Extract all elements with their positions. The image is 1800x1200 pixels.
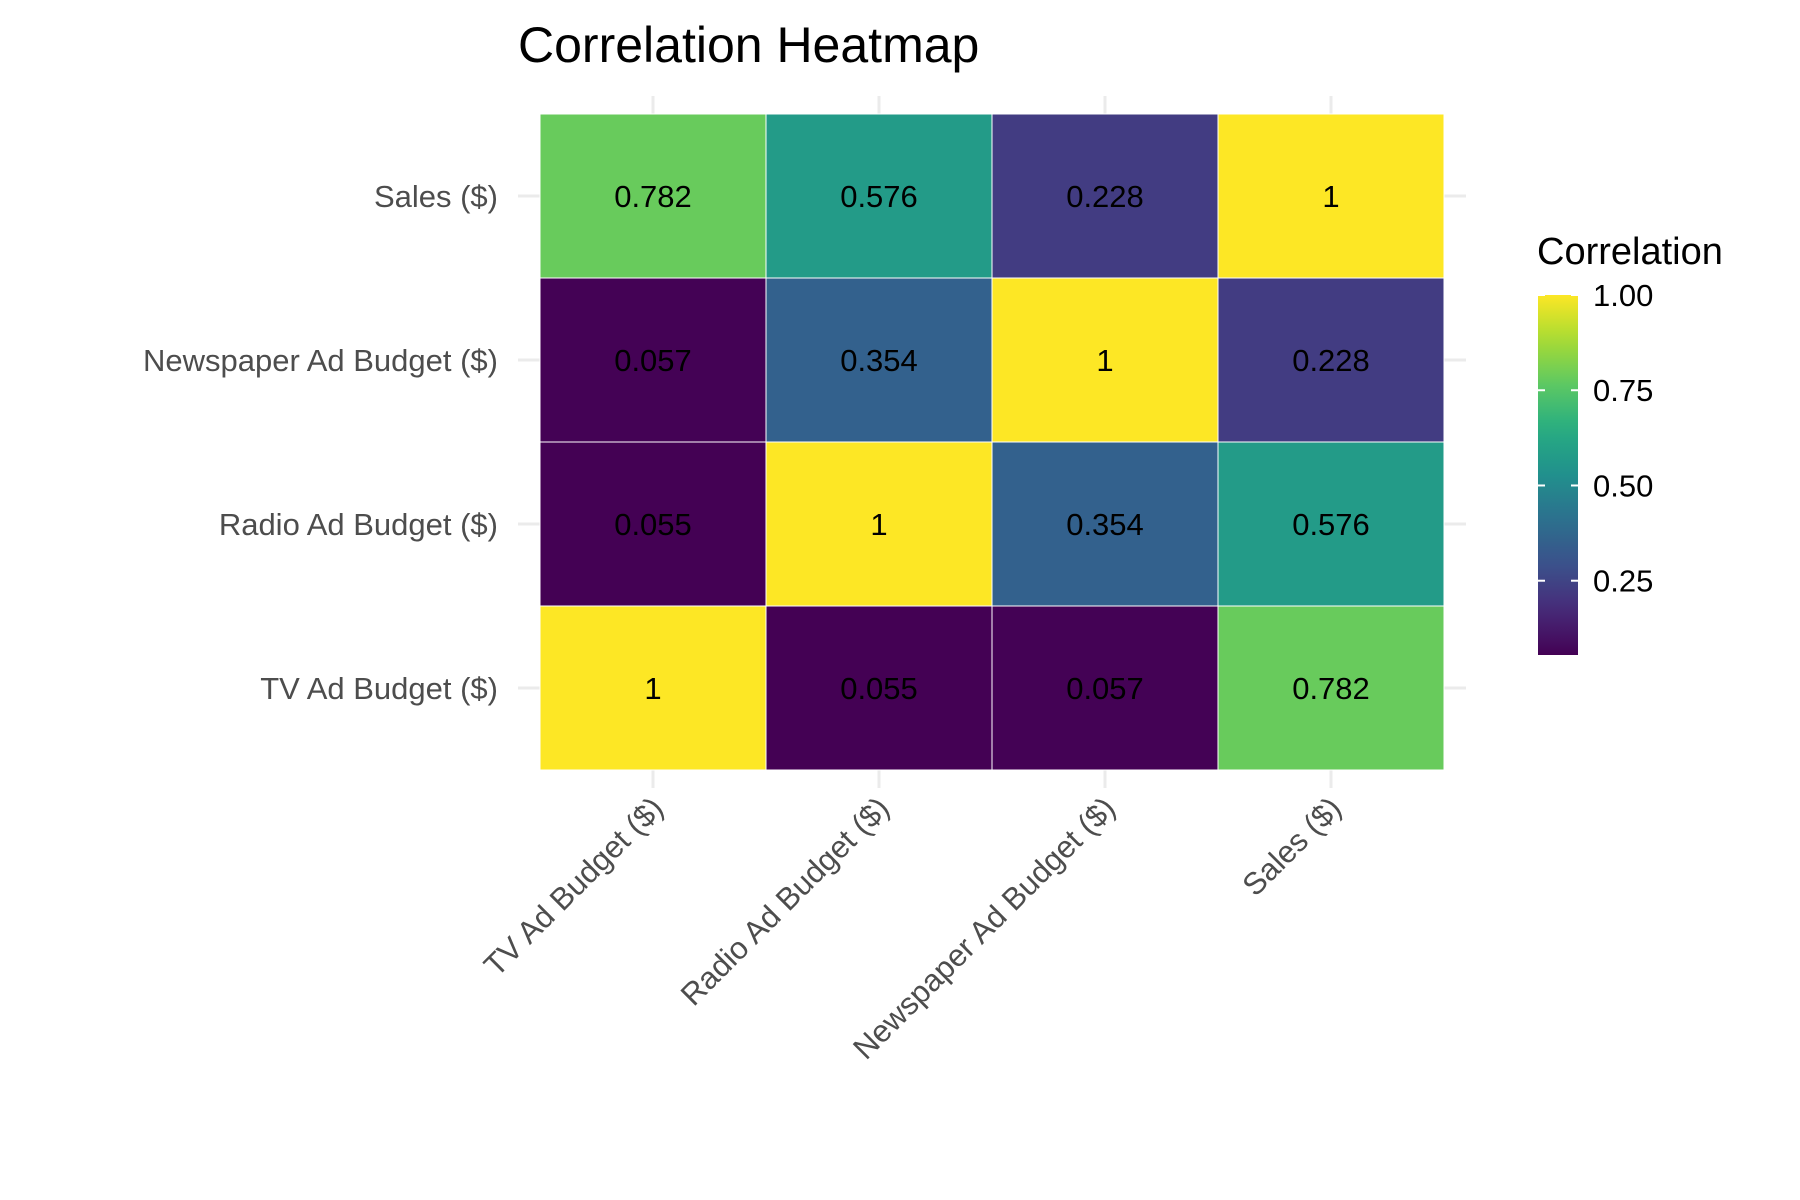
legend-tick-label: 0.75 [1593, 373, 1653, 408]
cell-value-label: 0.057 [614, 343, 692, 378]
legend-tick-label: 0.25 [1593, 564, 1653, 599]
y-axis-tick-labels: TV Ad Budget ($) Radio Ad Budget ($) Newsp… [143, 179, 498, 706]
cell-value-labels: 1 0.055 0.057 0.782 0.055 1 0.354 0.576 0.057 0.3… [614, 179, 1370, 706]
y-tick-label: Newspaper Ad Budget ($) [143, 343, 498, 378]
heatmap-cells [539, 113, 1445, 771]
cell-value-label: 1 [1096, 343, 1113, 378]
heatmap-cell [765, 605, 993, 771]
cell-value-label: 0.228 [1292, 343, 1370, 378]
heatmap-cell [539, 113, 767, 279]
cell-value-label: 1 [644, 671, 661, 706]
heatmap-cell [539, 605, 767, 771]
y-tick-label: Sales ($) [374, 179, 498, 214]
heatmap-cell [1217, 113, 1445, 279]
x-tick-label: Radio Ad Budget ($) [674, 790, 896, 1012]
x-tick-label: Newspaper Ad Budget ($) [846, 790, 1122, 1066]
y-tick-label: Radio Ad Budget ($) [219, 507, 498, 542]
x-tick-label: Sales ($) [1235, 790, 1347, 902]
x-axis-tick-labels: TV Ad Budget ($) Radio Ad Budget ($)Newsp… [477, 790, 1348, 1066]
cell-value-label: 0.576 [840, 179, 918, 214]
legend-color-bar [1538, 295, 1578, 655]
heatmap-cell [991, 113, 1219, 279]
cell-value-label: 0.576 [1292, 507, 1370, 542]
heatmap-cell [765, 441, 993, 607]
cell-value-label: 0.782 [1292, 671, 1370, 706]
legend-title: Correlation [1537, 231, 1723, 273]
cell-value-label: 1 [870, 507, 887, 542]
chart-title: Correlation Heatmap [518, 17, 979, 73]
cell-value-label: 0.354 [840, 343, 918, 378]
color-legend: Correlation 0.25 0.50 0.75 1.00 [1537, 231, 1723, 655]
cell-value-label: 0.057 [1066, 671, 1144, 706]
cell-value-label: 0.354 [1066, 507, 1144, 542]
heatmap-cell [539, 277, 767, 443]
cell-value-label: 0.055 [614, 507, 692, 542]
heatmap-cell [765, 113, 993, 279]
heatmap-cell [991, 277, 1219, 443]
legend-tick-label: 0.50 [1593, 468, 1653, 503]
heatmap-cell [1217, 441, 1445, 607]
cell-value-label: 0.782 [614, 179, 692, 214]
x-tick-label: TV Ad Budget ($) [477, 790, 670, 983]
cell-value-label: 0.055 [840, 671, 918, 706]
legend-tick-label: 1.00 [1593, 278, 1653, 313]
y-tick-label: TV Ad Budget ($) [260, 671, 498, 706]
heatmap-cell [1217, 605, 1445, 771]
heatmap-cell [1217, 277, 1445, 443]
cell-value-label: 1 [1322, 179, 1339, 214]
heatmap-cell [991, 605, 1219, 771]
cell-value-label: 0.228 [1066, 179, 1144, 214]
